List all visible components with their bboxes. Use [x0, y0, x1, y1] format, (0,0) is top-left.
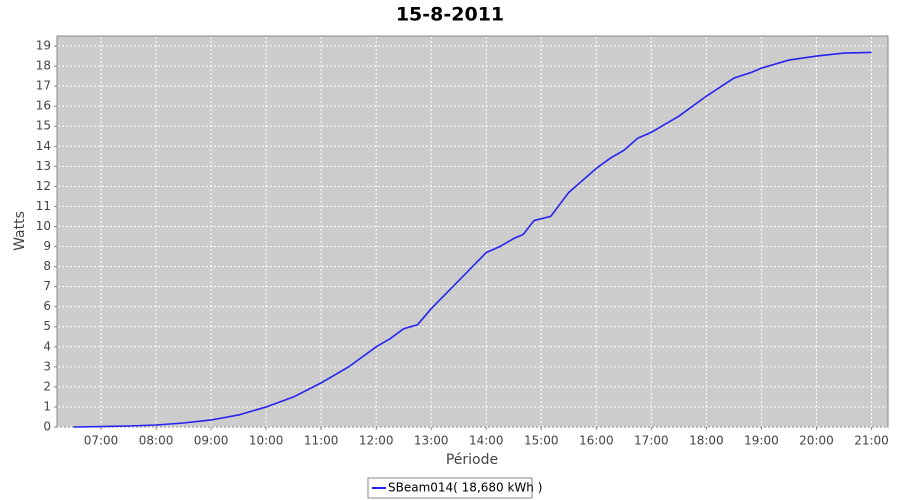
- y-tick-label: 2: [43, 379, 51, 393]
- y-tick-label: 0: [43, 420, 51, 434]
- y-tick-label: 18: [36, 59, 51, 73]
- chart-title: 15-8-2011: [396, 4, 504, 26]
- y-tick-label: 7: [43, 279, 51, 293]
- y-tick-label: 12: [36, 179, 51, 193]
- legend: [367, 477, 533, 499]
- x-tick-label: 09:00: [194, 434, 229, 448]
- y-tick-label: 13: [36, 159, 51, 173]
- x-tick-label: 18:00: [689, 434, 724, 448]
- y-tick-label: 9: [43, 239, 51, 253]
- y-tick-label: 17: [36, 79, 51, 93]
- y-tick-label: 4: [43, 339, 51, 353]
- y-tick-label: 16: [36, 99, 51, 113]
- x-tick-label: 14:00: [469, 434, 504, 448]
- x-tick-label: 13:00: [414, 434, 449, 448]
- x-tick-label: 11:00: [304, 434, 339, 448]
- y-tick-label: 15: [36, 119, 51, 133]
- y-axis-label: Watts: [12, 211, 28, 251]
- x-tick-label: 12:00: [359, 434, 394, 448]
- x-tick-label: 19:00: [744, 434, 779, 448]
- y-tick-label: 6: [43, 299, 51, 313]
- y-tick-label: 1: [43, 399, 51, 413]
- y-tick-label: 8: [43, 259, 51, 273]
- x-tick-label: 15:00: [524, 434, 559, 448]
- legend-label: SBeam014( 18,680 kWh ): [388, 481, 542, 495]
- x-tick-label: 10:00: [249, 434, 284, 448]
- x-tick-label: 17:00: [634, 434, 669, 448]
- y-tick-label: 14: [36, 139, 51, 153]
- x-axis-label: Période: [446, 452, 498, 468]
- y-tick-label: 3: [43, 359, 51, 373]
- y-tick-label: 11: [36, 199, 51, 213]
- x-tick-label: 21:00: [854, 434, 889, 448]
- data-line: [73, 51, 872, 428]
- plot-area: [56, 35, 889, 428]
- y-tick-label: 19: [36, 39, 51, 53]
- x-tick-label: 08:00: [139, 434, 174, 448]
- x-tick-label: 07:00: [84, 434, 119, 448]
- x-tick-label: 20:00: [799, 434, 834, 448]
- y-tick-label: 10: [36, 219, 51, 233]
- y-tick-label: 5: [43, 319, 51, 333]
- x-tick-label: 16:00: [579, 434, 614, 448]
